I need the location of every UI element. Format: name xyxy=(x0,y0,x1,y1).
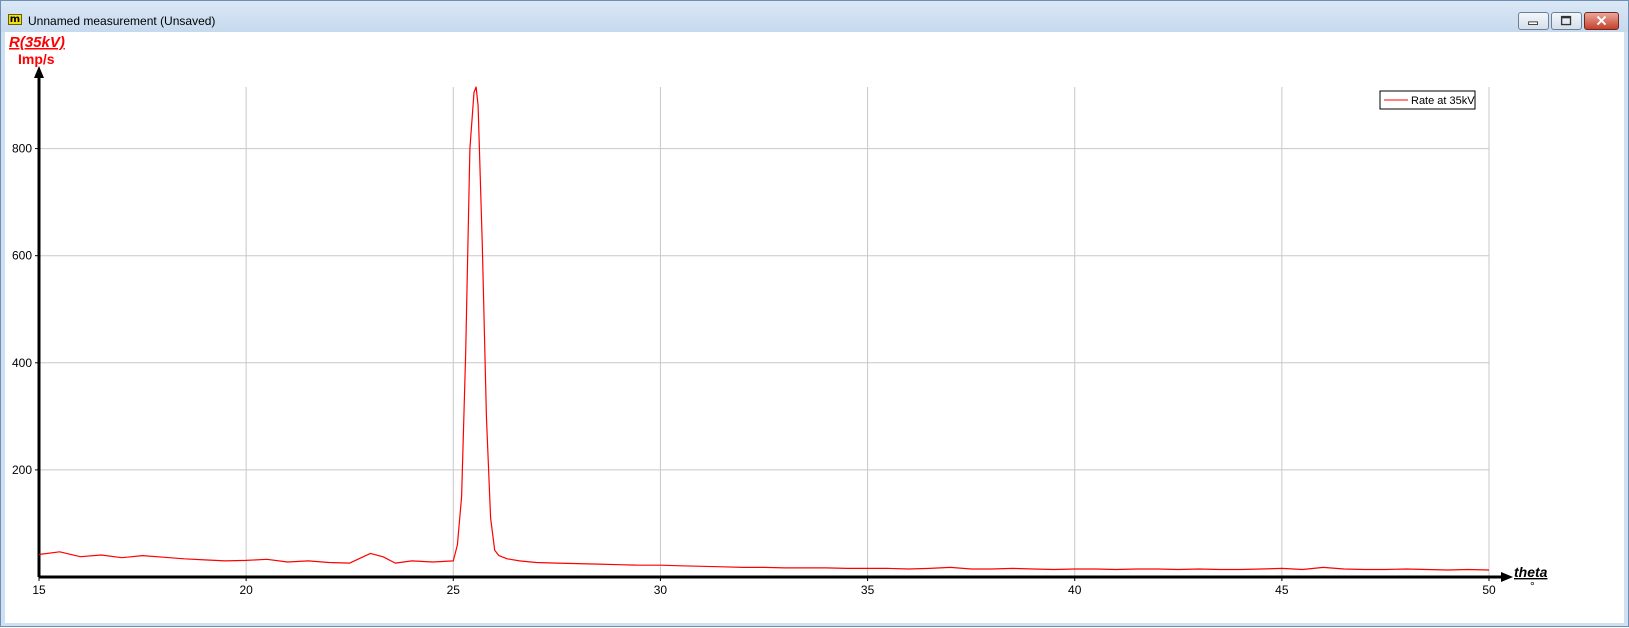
window-title: Unnamed measurement (Unsaved) xyxy=(28,14,216,28)
minimize-button[interactable] xyxy=(1518,12,1549,30)
x-tick-label: 40 xyxy=(1068,583,1082,597)
x-tick-label: 45 xyxy=(1275,583,1289,597)
maximize-icon xyxy=(1560,15,1572,26)
y-tick-label: 400 xyxy=(12,356,32,370)
title-bar[interactable]: m Unnamed measurement (Unsaved) xyxy=(1,1,1628,32)
x-tick-label: 25 xyxy=(447,583,461,597)
legend-box xyxy=(1379,90,1476,110)
x-tick-label: 50 xyxy=(1482,583,1496,597)
series-layer xyxy=(38,86,1490,571)
close-icon xyxy=(1596,15,1607,26)
chart-area: 15 20 25 30 35 40 45 50 200 400 600 800 R(35kV) Imp… xyxy=(5,32,1624,623)
x-tick-label: 35 xyxy=(861,583,875,597)
legend: Rate at 35kV xyxy=(1379,90,1476,110)
x-tick-label: 20 xyxy=(239,583,253,597)
y-axis-unit: Imp/s xyxy=(18,51,55,67)
measurement-chart: 15 20 25 30 35 40 45 50 200 400 600 800 R(35kV) Imp… xyxy=(9,34,1548,597)
axes xyxy=(34,66,1513,582)
grid xyxy=(39,87,1490,577)
legend-entry-label: Rate at 35kV xyxy=(1411,95,1475,107)
tick-labels: 15 20 25 30 35 40 45 50 200 400 600 800 xyxy=(12,142,1496,597)
x-tick-label: 15 xyxy=(32,583,46,597)
x-axis-label: theta xyxy=(1514,564,1548,580)
close-button[interactable] xyxy=(1584,12,1619,30)
y-axis-arrow xyxy=(34,66,44,78)
series-line-rate-35kv xyxy=(38,86,1490,571)
maximize-button[interactable] xyxy=(1551,12,1582,30)
x-axis-unit: ° xyxy=(1530,579,1535,593)
y-tick-label: 200 xyxy=(12,463,32,477)
minimize-icon xyxy=(1528,21,1538,25)
y-tick-label: 800 xyxy=(12,142,32,156)
y-axis-label: R(35kV) xyxy=(9,34,65,51)
x-tick-label: 30 xyxy=(654,583,668,597)
measure-app-icon: m xyxy=(8,14,22,25)
x-axis-arrow xyxy=(1501,572,1513,582)
y-tick-label: 600 xyxy=(12,249,32,263)
